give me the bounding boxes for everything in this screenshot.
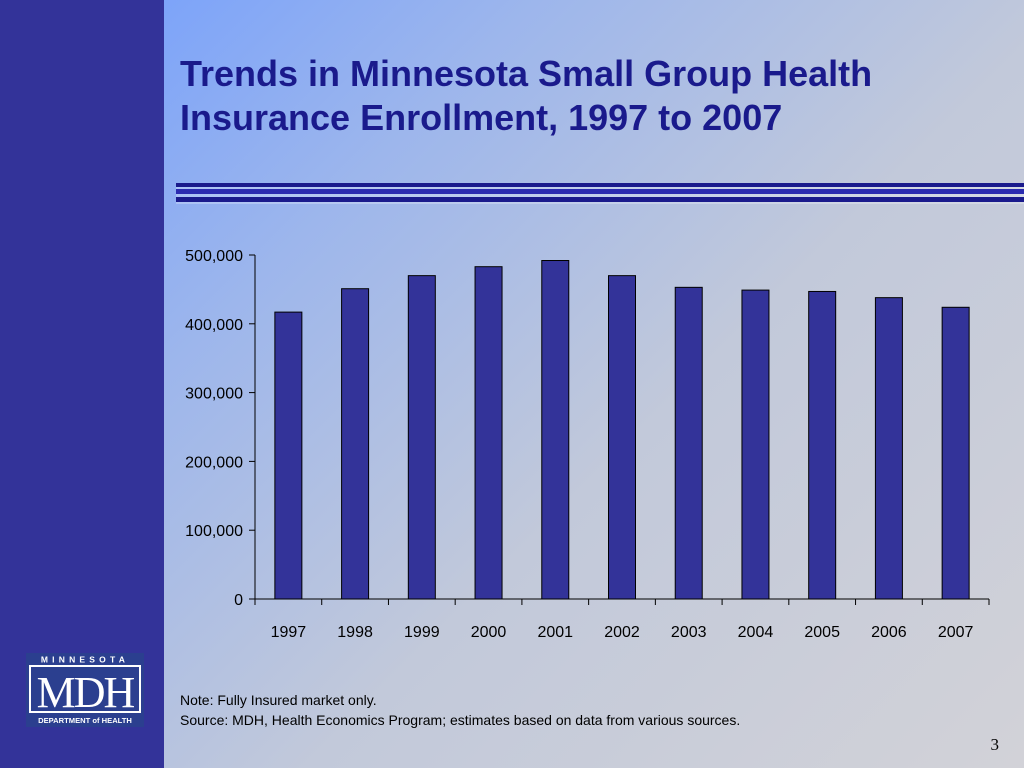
bar-2001 bbox=[541, 260, 570, 600]
bar-2002 bbox=[608, 275, 636, 600]
y-tick-label: 300,000 bbox=[185, 386, 243, 403]
title-divider-line-middle bbox=[176, 189, 1024, 194]
logo-main-text: MDH bbox=[37, 668, 135, 717]
x-tick-label: 2000 bbox=[471, 624, 507, 641]
logo-bottom-text: DEPARTMENT of HEALTH bbox=[38, 716, 132, 725]
mdh-logo: MINNESOTA MDH DEPARTMENT of HEALTH bbox=[26, 653, 144, 727]
y-tick-label: 0 bbox=[234, 592, 243, 609]
source-text: Source: MDH, Health Economics Program; e… bbox=[180, 712, 741, 728]
bar-2004 bbox=[741, 289, 770, 600]
x-tick-label: 2004 bbox=[738, 624, 774, 641]
bar-2000 bbox=[474, 266, 503, 600]
enrollment-bar-chart: 0 100,000 200,000 300,000 400,000 500,000 199… bbox=[185, 248, 990, 641]
bar-2005 bbox=[808, 290, 837, 600]
x-axis-labels: 1997 1998 1999 2000 2001 2002 2003 2004 2005 2006… bbox=[271, 624, 974, 641]
note-text: Note: Fully Insured market only. bbox=[180, 692, 377, 708]
x-tick-label: 2006 bbox=[871, 624, 907, 641]
bar-2007 bbox=[941, 306, 970, 600]
bars-group bbox=[274, 260, 970, 600]
slide-title: Trends in Minnesota Small Group Health I… bbox=[180, 53, 873, 138]
x-tick-label: 2007 bbox=[938, 624, 974, 641]
y-tick-label: 100,000 bbox=[185, 523, 243, 540]
y-tick-label: 500,000 bbox=[185, 248, 243, 265]
left-band bbox=[0, 0, 164, 768]
title-divider-line-top bbox=[176, 183, 1024, 187]
bar-1999 bbox=[407, 275, 436, 600]
y-tick-label: 200,000 bbox=[185, 454, 243, 471]
y-axis-labels: 0 100,000 200,000 300,000 400,000 500,000 bbox=[185, 248, 243, 609]
bar-2003 bbox=[674, 286, 703, 600]
title-divider-line-bottom bbox=[176, 197, 1024, 202]
x-tick-label: 1998 bbox=[337, 624, 373, 641]
x-tick-label: 1999 bbox=[404, 624, 440, 641]
page-number: 3 bbox=[990, 735, 1000, 754]
y-tick-label: 400,000 bbox=[185, 317, 243, 334]
logo-top-text: MINNESOTA bbox=[41, 655, 129, 665]
chart-notes: Note: Fully Insured market only. Source:… bbox=[180, 690, 1000, 730]
x-tick-label: 1997 bbox=[271, 624, 307, 641]
x-tick-label: 2003 bbox=[671, 624, 707, 641]
x-tick-label: 2001 bbox=[537, 624, 573, 641]
x-tick-label: 2005 bbox=[804, 624, 840, 641]
x-tick-label: 2002 bbox=[604, 624, 640, 641]
bar-1998 bbox=[341, 288, 370, 600]
axes-group bbox=[249, 254, 990, 605]
bar-1997 bbox=[274, 311, 303, 600]
bar-2006 bbox=[874, 297, 903, 600]
